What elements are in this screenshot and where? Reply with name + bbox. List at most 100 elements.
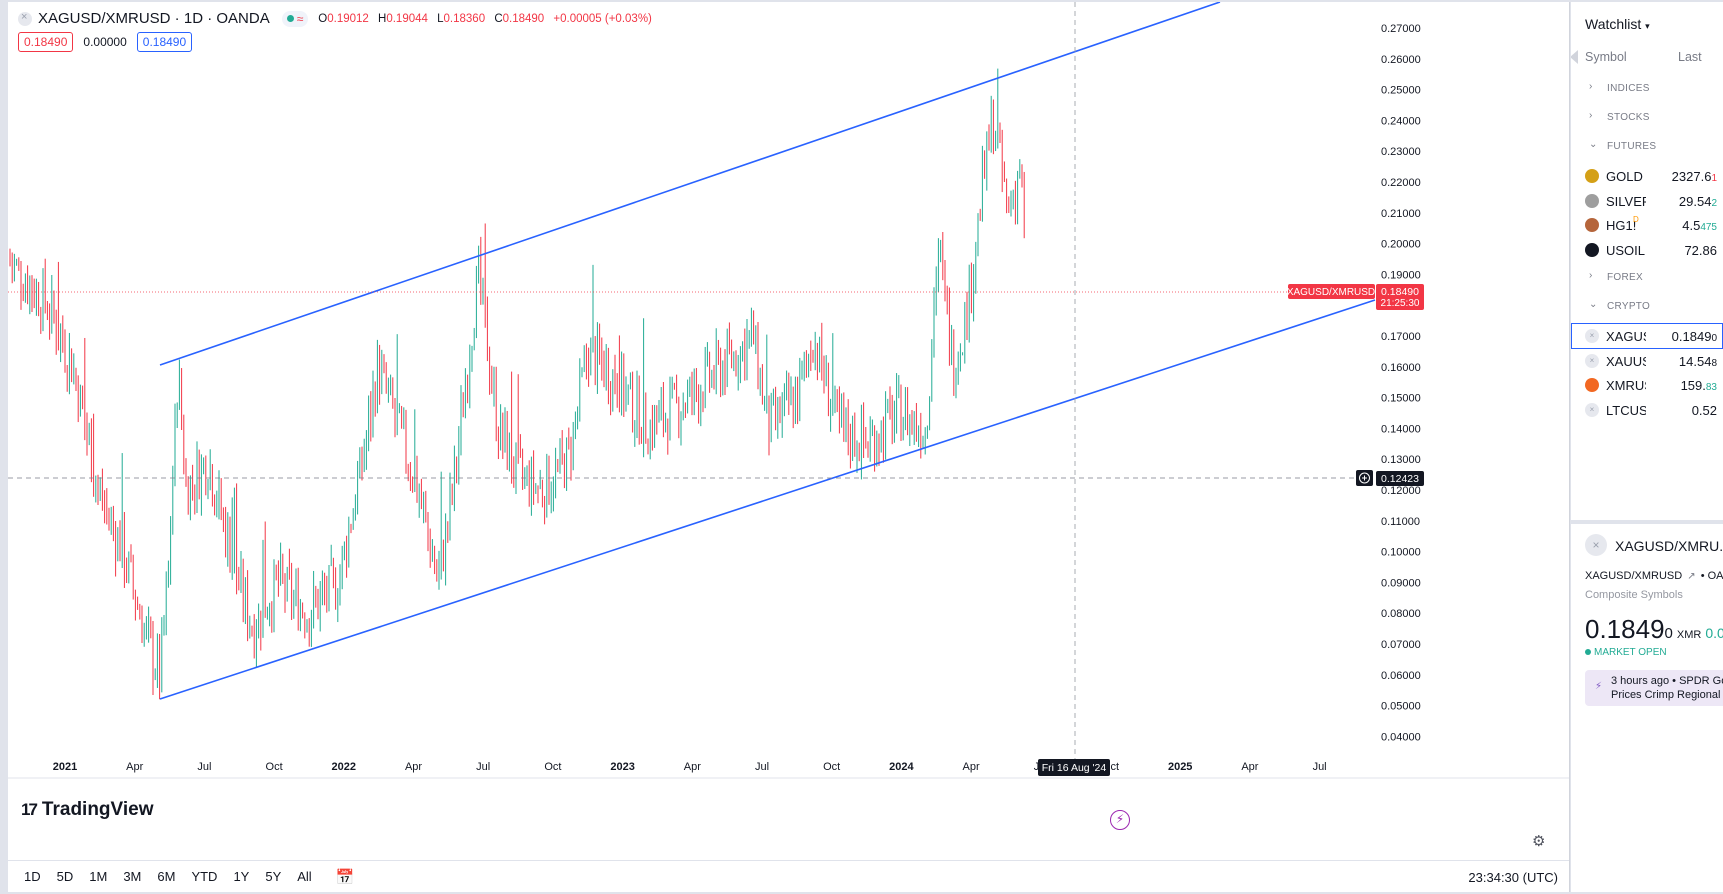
symbol-legend: XAGUSD/XMRUSD · 1D · OANDA ≈ O0.19012 H0…: [18, 10, 658, 27]
axis-settings-gear-icon[interactable]: ⚙: [1532, 833, 1546, 850]
news-line-2: Prices Crimp Regional D: [1611, 689, 1723, 701]
row-symbol: XAGUS: [1606, 329, 1646, 344]
range-button-1d[interactable]: 1D: [24, 869, 41, 884]
price-axis-label: 0.21000: [1381, 208, 1421, 220]
watchlist-section-stocks[interactable]: › STOCKS: [1571, 105, 1723, 129]
chart-pane[interactable]: 0.27000 0.26000 0.25000 0.24000 0.23000 0.220…: [8, 2, 1570, 892]
range-button-5d[interactable]: 5D: [56, 869, 74, 884]
watchlist-row-ltcusd[interactable]: × LTCUSD 0.52: [1571, 397, 1723, 423]
lightning-news-icon[interactable]: ⚡: [1110, 810, 1130, 830]
symbol-title[interactable]: XAGUSD/XMRUSD · 1D · OANDA: [38, 10, 270, 27]
price-axis-label: 0.27000: [1381, 23, 1421, 35]
watchlist-title-button[interactable]: Watchlist ▾: [1585, 16, 1650, 32]
row-badge: D: [1633, 215, 1639, 224]
watchlist-row-xagus[interactable]: × XAGUS 0.18490: [1571, 323, 1723, 349]
time-axis-label: 2022: [332, 761, 356, 773]
time-axis-label: Apr: [405, 761, 422, 773]
range-button-5y[interactable]: 5Y: [265, 869, 282, 884]
column-symbol[interactable]: Symbol: [1585, 50, 1627, 64]
chevron-down-icon: ▾: [1645, 21, 1650, 31]
price-axis-label: 0.14000: [1381, 423, 1421, 435]
news-line-1: 3 hours ago • SPDR Go: [1611, 675, 1723, 687]
market-status-pill[interactable]: ≈: [281, 10, 309, 27]
silver-icon: [1585, 193, 1599, 208]
row-symbol: XMRUS: [1606, 378, 1646, 393]
watchlist-row-hg1[interactable]: HG1! D 4.5475: [1571, 212, 1723, 238]
time-axis-label: Jul: [197, 761, 211, 773]
sidebar-divider[interactable]: [1571, 520, 1723, 524]
goto-date-calendar-icon[interactable]: 📅: [335, 868, 355, 886]
details-title[interactable]: XAGUSD/XMRU...: [1615, 538, 1723, 554]
watchlist-section-crypto[interactable]: ⌄ CRYPTO: [1571, 294, 1723, 318]
watchlist-section-indices[interactable]: › INDICES: [1571, 76, 1723, 100]
crosshair-date-label: Fri 16 Aug '24: [1042, 762, 1107, 774]
sell-price-button[interactable]: 0.18490: [18, 32, 74, 52]
price-axis-label: 0.16000: [1381, 362, 1421, 374]
price-tag-value: 0.18490: [1381, 286, 1419, 298]
time-axis-label: Apr: [126, 761, 143, 773]
row-last-price: 2327.61: [1671, 169, 1717, 184]
price-axis-label: 0.05000: [1381, 701, 1421, 713]
row-symbol: SILVER: [1606, 193, 1646, 209]
channel-lower-trendline[interactable]: [159, 299, 1376, 700]
right-sidebar: Watchlist ▾ Symbol Last › INDICES › STOCKS ⌄…: [1571, 2, 1723, 892]
time-axis-label: Oct: [544, 761, 561, 773]
chevron-right-icon: ›: [1589, 270, 1593, 281]
row-symbol: HG1!: [1606, 218, 1637, 233]
row-symbol: USOIL: [1606, 242, 1646, 258]
external-link-icon[interactable]: ↗: [1687, 571, 1696, 582]
price-axis-label: 0.19000: [1381, 269, 1421, 281]
section-label: CRYPTO: [1607, 301, 1651, 312]
row-last-price: 14.548: [1678, 353, 1717, 369]
bottom-toolbar: 1D 5D 1M 3M 6M YTD 1Y 5Y All 📅 23:34:30 (UTC): [8, 860, 1569, 892]
watchlist-row-usoil[interactable]: USOIL 72.86: [1571, 237, 1723, 263]
range-button-3m[interactable]: 3M: [123, 869, 142, 884]
watchlist-section-futures[interactable]: ⌄ FUTURES: [1571, 134, 1723, 158]
market-status: MARKET OPEN: [1585, 647, 1667, 658]
watchlist-column-header: Symbol Last: [1571, 44, 1723, 70]
time-axis-label: Apr: [1241, 761, 1258, 773]
channel-upper-trendline[interactable]: [159, 2, 1221, 366]
range-button-1y[interactable]: 1Y: [233, 869, 250, 884]
details-symbol-line: XAGUSD/XMRUSD ↗ • OAN: [1585, 570, 1723, 582]
composite-icon: ×: [1585, 329, 1599, 343]
news-card[interactable]: ⚡ 3 hours ago • SPDR Go Prices Crimp Reg…: [1585, 670, 1723, 706]
price-axis-label: 0.13000: [1381, 454, 1421, 466]
price-axis-label: 0.10000: [1381, 547, 1421, 559]
crosshair-price-label: 0.12423: [1381, 473, 1419, 485]
time-axis-label: 2024: [889, 761, 914, 773]
status-dot-icon: [1585, 649, 1591, 655]
price-tag-countdown: 21:25:30: [1381, 298, 1420, 309]
range-button-1m[interactable]: 1M: [89, 869, 108, 884]
chevron-right-icon: ›: [1589, 81, 1593, 92]
section-label: STOCKS: [1607, 112, 1650, 123]
watchlist-section-forex[interactable]: › FOREX: [1571, 265, 1723, 289]
crosshair-price-box: [1376, 471, 1424, 486]
price-axis-label: 0.25000: [1381, 85, 1421, 97]
row-symbol: XAUUS: [1606, 353, 1646, 369]
utc-clock[interactable]: 23:34:30 (UTC): [1468, 870, 1558, 885]
watchlist-row-xauus[interactable]: × XAUUS 14.548: [1571, 348, 1723, 374]
market-open-dot-icon: [286, 15, 294, 22]
watchlist-row-gold[interactable]: GOLD 2327.61: [1571, 163, 1723, 189]
range-button-6m[interactable]: 6M: [157, 869, 176, 884]
watchlist-row-silver[interactable]: SILVER 29.542: [1571, 188, 1723, 214]
buy-price-button[interactable]: 0.18490: [136, 32, 193, 52]
price-axis-label: 0.06000: [1381, 670, 1421, 682]
data-problem-wave-icon: ≈: [296, 11, 304, 26]
composite-icon: ×: [1585, 402, 1599, 417]
price-axis-label: 0.07000: [1381, 639, 1421, 651]
chart-canvas[interactable]: 0.27000 0.26000 0.25000 0.24000 0.23000 0.220…: [8, 2, 1570, 892]
range-button-all[interactable]: All: [297, 869, 312, 884]
watchlist-row-xmrus[interactable]: XMRUS 159.83: [1571, 372, 1723, 398]
price-axis-label: 0.22000: [1381, 177, 1421, 189]
time-axis-label: Apr: [963, 761, 980, 773]
price-tag-symbol-box: [1288, 284, 1375, 299]
tradingview-logo[interactable]: 17 TradingView: [21, 799, 154, 821]
time-axis-label: Oct: [266, 761, 283, 773]
range-button-ytd[interactable]: YTD: [191, 869, 218, 884]
row-last-price: 72.86: [1684, 242, 1717, 258]
panel-resize-handle-icon[interactable]: [1571, 50, 1578, 64]
column-last[interactable]: Last: [1678, 50, 1702, 64]
